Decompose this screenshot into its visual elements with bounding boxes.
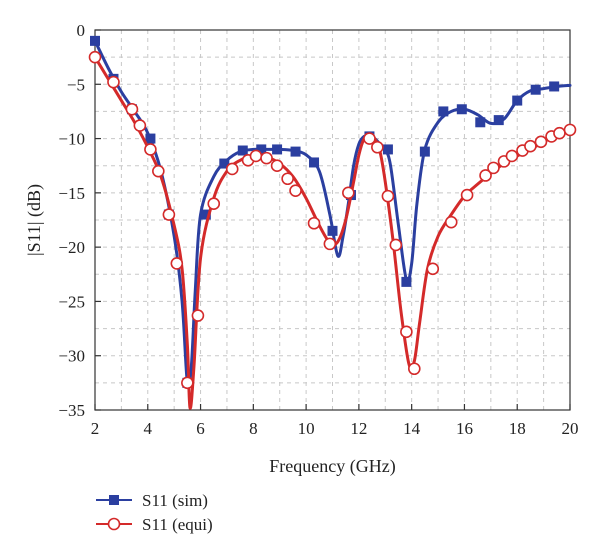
data-point (307, 216, 321, 230)
legend-item: S11 (equi) (96, 515, 213, 534)
data-point (408, 362, 421, 376)
y-tick-label: −20 (58, 238, 85, 257)
data-point (133, 119, 147, 132)
data-point (249, 149, 263, 163)
legend-swatch-marker (107, 517, 121, 531)
data-point (219, 158, 230, 169)
data-point (309, 157, 320, 168)
x-tick-label: 12 (350, 419, 367, 438)
data-point (382, 144, 393, 155)
legend-label: S11 (equi) (142, 515, 213, 534)
data-point (363, 132, 376, 145)
data-point (512, 95, 523, 106)
data-point (426, 262, 440, 276)
y-tick-label: −5 (67, 75, 85, 94)
y-tick-label: −35 (58, 401, 85, 420)
data-point (460, 188, 474, 202)
data-point (170, 257, 184, 270)
data-point (107, 75, 120, 89)
x-tick-label: 14 (403, 419, 421, 438)
y-tick-label: −30 (58, 347, 85, 366)
data-point (256, 144, 267, 155)
legend-swatch-marker (109, 495, 119, 505)
plot-frame (94, 29, 571, 411)
data-point (456, 104, 467, 115)
data-point (479, 169, 492, 182)
data-point (438, 106, 449, 117)
data-point (400, 325, 413, 339)
x-tick-label: 20 (562, 419, 579, 438)
data-point (125, 102, 139, 116)
y-axis-title: |S11| (dB) (24, 184, 45, 256)
y-tick-label: −25 (58, 292, 85, 311)
data-point (181, 376, 194, 390)
y-tick-label: −10 (58, 130, 85, 149)
data-point (237, 145, 248, 156)
data-point (342, 186, 355, 200)
data-point (530, 84, 541, 95)
x-tick-label: 2 (91, 419, 100, 438)
data-point (381, 189, 395, 203)
data-point (260, 151, 273, 165)
data-point (270, 159, 284, 173)
data-point (225, 162, 239, 176)
data-point (289, 184, 302, 197)
x-tick-label: 18 (509, 419, 526, 438)
data-point (290, 146, 301, 157)
data-point (553, 126, 566, 140)
data-point (475, 117, 486, 128)
data-point (281, 172, 294, 186)
data-point (162, 208, 176, 221)
x-tick-label: 10 (298, 419, 315, 438)
data-point (90, 35, 100, 46)
x-tick-label: 6 (196, 419, 205, 438)
data-point (505, 149, 519, 163)
data-point (191, 309, 205, 322)
data-point (327, 225, 338, 236)
data-point (444, 215, 458, 229)
data-point (389, 238, 403, 252)
y-tick-label: 0 (77, 21, 86, 40)
data-point (534, 135, 548, 149)
series-equi (88, 50, 577, 410)
series-sim (90, 35, 572, 389)
data-point (200, 209, 211, 220)
data-point (88, 50, 102, 64)
data-point (272, 144, 283, 155)
series-layer (88, 35, 577, 410)
x-tick-label: 16 (456, 419, 473, 438)
data-point (419, 146, 430, 157)
data-point (371, 140, 384, 154)
legend: S11 (sim) S11 (equi) (96, 491, 213, 534)
legend-item: S11 (sim) (96, 491, 208, 510)
data-point (549, 81, 560, 92)
x-tick-label: 8 (249, 419, 258, 438)
legend-label: S11 (sim) (142, 491, 208, 510)
data-point (145, 133, 156, 144)
data-point (524, 139, 537, 153)
y-tick-label: −15 (58, 184, 85, 203)
data-point (152, 164, 165, 178)
data-point (207, 197, 221, 211)
data-point (323, 237, 337, 251)
data-point (493, 115, 504, 126)
x-axis-title: Frequency (GHz) (269, 456, 395, 477)
axis-ticks: 2 4 6 8 10 12 14 16 18 20 0 −5 −10 −15 −20 −25 −30 −35 (58, 21, 578, 438)
x-tick-label: 4 (144, 419, 153, 438)
data-point (487, 161, 500, 175)
data-point (401, 276, 412, 287)
data-point (563, 123, 577, 137)
data-point (144, 143, 157, 156)
